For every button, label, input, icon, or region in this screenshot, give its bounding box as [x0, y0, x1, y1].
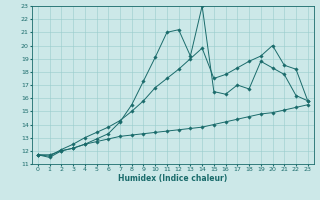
X-axis label: Humidex (Indice chaleur): Humidex (Indice chaleur): [118, 174, 228, 183]
